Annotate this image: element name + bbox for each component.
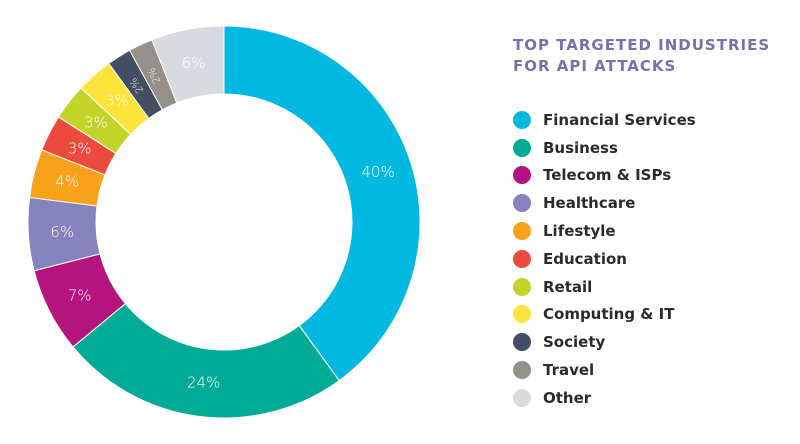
legend-label-telecom-and-isps: Telecom & ISPs: [543, 166, 672, 185]
legend-item-computing-and-it: Computing & IT: [513, 301, 696, 329]
legend-label-healthcare: Healthcare: [543, 194, 636, 213]
legend-item-society: Society: [513, 328, 696, 356]
legend-label-business: Business: [543, 138, 618, 157]
legend-label-other: Other: [543, 388, 592, 407]
legend-label-travel: Travel: [543, 361, 595, 380]
legend-item-retail: Retail: [513, 273, 696, 301]
slice-financial-services: [223, 25, 421, 382]
legend-swatch-business: [513, 138, 531, 157]
chart-title-line-2: FOR API ATTACKS: [513, 57, 677, 75]
legend-label-computing-and-it: Computing & IT: [543, 305, 675, 324]
slice-label-financial-services: 40%: [361, 163, 394, 181]
donut-slices: [27, 25, 421, 419]
legend-item-education: Education: [513, 245, 696, 273]
chart-title-line-1: TOP TARGETED INDUSTRIES: [513, 36, 771, 54]
legend-item-telecom-and-isps: Telecom & ISPs: [513, 162, 696, 190]
legend-label-society: Society: [543, 333, 606, 352]
legend-item-financial-services: Financial Services: [513, 106, 696, 134]
slice-label-retail: 3%: [84, 114, 108, 132]
donut-slice-labels: 40%24%7%6%4%3%3%3%2%2%6%: [50, 54, 394, 392]
legend-swatch-financial-services: [513, 110, 531, 129]
legend-item-lifestyle: Lifestyle: [513, 217, 696, 245]
legend-swatch-retail: [513, 277, 531, 296]
legend-label-education: Education: [543, 249, 627, 268]
legend-item-travel: Travel: [513, 356, 696, 384]
chart-title: TOP TARGETED INDUSTRIES FOR API ATTACKS: [513, 35, 783, 77]
legend-item-business: Business: [513, 134, 696, 162]
slice-label-other: 6%: [182, 54, 206, 72]
slice-other: [151, 25, 225, 104]
legend-swatch-education: [513, 249, 531, 268]
legend-swatch-telecom-and-isps: [513, 166, 531, 185]
legend-swatch-healthcare: [513, 194, 531, 213]
slice-label-healthcare: 6%: [50, 223, 74, 241]
slice-label-computing-and-it: 3%: [105, 91, 129, 109]
legend-item-healthcare: Healthcare: [513, 189, 696, 217]
legend-item-other: Other: [513, 384, 696, 412]
legend-swatch-lifestyle: [513, 222, 531, 241]
legend-swatch-travel: [513, 361, 531, 380]
legend-label-financial-services: Financial Services: [543, 110, 696, 129]
slice-business: [72, 302, 340, 419]
slice-label-business: 24%: [187, 374, 220, 392]
legend: Financial Services Business Telecom & ISPs…: [513, 106, 696, 412]
slice-label-lifestyle: 4%: [55, 173, 79, 191]
slice-label-telecom-and-isps: 7%: [68, 287, 92, 305]
legend-swatch-society: [513, 333, 531, 352]
legend-swatch-other: [513, 388, 531, 407]
legend-label-lifestyle: Lifestyle: [543, 222, 616, 241]
legend-label-retail: Retail: [543, 277, 593, 296]
slice-label-education: 3%: [68, 139, 92, 157]
legend-swatch-computing-and-it: [513, 305, 531, 324]
